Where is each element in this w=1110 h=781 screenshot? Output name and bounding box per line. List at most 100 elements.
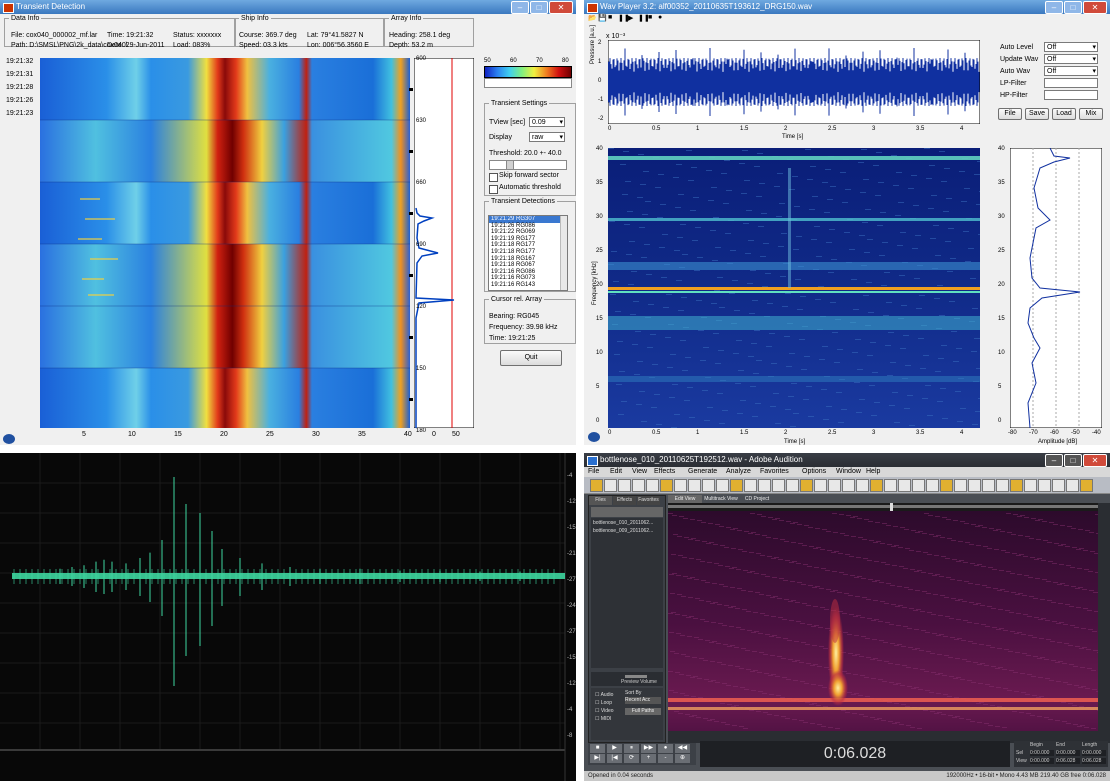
waterfall-display[interactable]: [40, 58, 410, 428]
toolbar-button[interactable]: [912, 479, 925, 492]
hp-filter-input[interactable]: [1044, 90, 1098, 100]
detection-item[interactable]: 19:21:26 RG086: [491, 222, 536, 229]
toolbar-button[interactable]: [646, 479, 659, 492]
scrollbar[interactable]: [560, 216, 567, 290]
file-item[interactable]: bottlenose_009_2011062...: [593, 528, 654, 534]
toolbar-button[interactable]: [1010, 479, 1023, 492]
menu-item[interactable]: Edit: [610, 468, 623, 475]
toolbar-button[interactable]: [870, 479, 883, 492]
transport-button[interactable]: +: [641, 754, 656, 763]
selection-value[interactable]: 0:00.000: [1030, 750, 1054, 756]
transport-button[interactable]: ▶: [607, 744, 622, 753]
detection-item[interactable]: 19:21:18 RG167: [491, 255, 536, 262]
sort-select[interactable]: Recent Acc: [625, 697, 661, 704]
transport-button[interactable]: ▶|: [590, 754, 605, 763]
close-icon[interactable]: ✕: [549, 1, 573, 14]
menu-item[interactable]: View: [632, 468, 648, 475]
toolbar-button[interactable]: [1038, 479, 1051, 492]
spectrogram-plot[interactable]: [608, 148, 980, 428]
toolbar-button[interactable]: [688, 479, 701, 492]
menu-item[interactable]: Options: [802, 468, 827, 475]
transport-button[interactable]: ◀◀: [675, 744, 690, 753]
menu-item[interactable]: Help: [866, 468, 881, 475]
open-icon[interactable]: 📂: [588, 15, 597, 22]
wav-button[interactable]: Mix: [1079, 108, 1103, 120]
toolbar-button[interactable]: [758, 479, 771, 492]
waveform-plot[interactable]: [608, 40, 980, 124]
menu-item[interactable]: Window: [836, 468, 861, 475]
option-checkbox[interactable]: ☐ Video: [595, 708, 614, 714]
view-tab[interactable]: CD Project View: [740, 495, 774, 510]
detection-item[interactable]: 19:21:29 RG307: [489, 216, 561, 223]
slider-thumb[interactable]: [506, 161, 514, 169]
auto-level-select[interactable]: Off ▾: [1044, 42, 1098, 52]
option-checkbox[interactable]: ☐ Audio: [595, 692, 614, 698]
wav-button[interactable]: Save: [1025, 108, 1049, 120]
update-wav-select[interactable]: Off ▾: [1044, 54, 1098, 64]
file-list[interactable]: bottlenose_010_2011062... bottlenose_009_…: [591, 518, 663, 668]
toolbar-button[interactable]: [716, 479, 729, 492]
toolbar-button[interactable]: [898, 479, 911, 492]
detection-item[interactable]: 19:21:22 RG069: [491, 229, 536, 236]
tview-select[interactable]: 0.09 ▾: [529, 117, 565, 127]
menu-item[interactable]: Generate: [688, 468, 718, 475]
toolbar-button[interactable]: [1024, 479, 1037, 492]
skip-forward-checkbox[interactable]: [489, 173, 498, 182]
detection-item[interactable]: 19:21:18 RG177: [491, 249, 536, 255]
detection-item[interactable]: 19:21:18 RG177: [491, 242, 536, 249]
toolbar-button[interactable]: [954, 479, 967, 492]
minimize-icon[interactable]: –: [1045, 454, 1063, 467]
close-icon[interactable]: ✕: [1083, 1, 1107, 14]
play-icon[interactable]: ▶: [628, 15, 634, 22]
menu-item[interactable]: Analyze: [726, 468, 751, 475]
menu-item[interactable]: File: [588, 468, 600, 475]
option-checkbox[interactable]: ☐ MIDI: [595, 716, 612, 722]
colorbar-slider[interactable]: [484, 78, 572, 88]
option-checkbox[interactable]: ☐ Loop: [595, 700, 612, 706]
display-select[interactable]: raw ▾: [529, 132, 565, 142]
detection-item[interactable]: 19:21:18 RG067: [491, 262, 536, 269]
toolbar-button[interactable]: [744, 479, 757, 492]
view-tab[interactable]: Edit View: [668, 495, 702, 503]
close-icon[interactable]: ✕: [1083, 454, 1107, 467]
full-paths-button[interactable]: Full Paths: [625, 708, 661, 715]
auto-threshold-checkbox[interactable]: [489, 185, 498, 194]
transport-button[interactable]: ⏸: [624, 744, 639, 753]
wav-button[interactable]: Load: [1052, 108, 1076, 120]
maximize-icon[interactable]: □: [530, 1, 548, 14]
detection-item[interactable]: 19:21:16 RG073: [491, 275, 536, 282]
record-icon[interactable]: ●: [658, 14, 663, 21]
toolbar-button[interactable]: [590, 479, 603, 492]
minimize-icon[interactable]: –: [511, 1, 529, 14]
toolbar-button[interactable]: [660, 479, 673, 492]
toolbar-button[interactable]: [1080, 479, 1093, 492]
toolbar-button[interactable]: [730, 479, 743, 492]
pause-icon-2[interactable]: ❚❚: [638, 15, 650, 22]
selection-value[interactable]: 0:00.000: [1056, 750, 1080, 756]
toolbar-button[interactable]: [814, 479, 827, 492]
toolbar-button[interactable]: [800, 479, 813, 492]
selection-value[interactable]: 0:06.028: [1056, 758, 1080, 764]
stop-icon[interactable]: ■: [608, 14, 613, 21]
toolbar-button[interactable]: [632, 479, 645, 492]
toolbar-button[interactable]: [604, 479, 617, 492]
detection-item[interactable]: 19:21:16 RG086: [491, 268, 536, 275]
panel-tab[interactable]: Favorites: [637, 496, 660, 505]
transport-button[interactable]: ●: [658, 744, 673, 753]
toolbar-button[interactable]: [1052, 479, 1065, 492]
toolbar-button[interactable]: [674, 479, 687, 492]
view-tab[interactable]: Multitrack View: [704, 495, 738, 503]
toolbar-button[interactable]: [926, 479, 939, 492]
menu-item[interactable]: Favorites: [760, 468, 789, 475]
toolbar-button[interactable]: [618, 479, 631, 492]
toolbar-button[interactable]: [884, 479, 897, 492]
lp-filter-input[interactable]: [1044, 78, 1098, 88]
maximize-icon[interactable]: □: [1064, 454, 1082, 467]
transport-button[interactable]: ⊕: [675, 754, 690, 763]
selection-value[interactable]: 0:00.000: [1082, 750, 1106, 756]
click-train-waveform[interactable]: [0, 453, 578, 781]
panel-tab[interactable]: Effects: [613, 496, 636, 505]
toolbar-button[interactable]: [1066, 479, 1079, 492]
transport-button[interactable]: |◀: [607, 754, 622, 763]
detection-item[interactable]: 19:21:19 RG177: [491, 235, 536, 242]
